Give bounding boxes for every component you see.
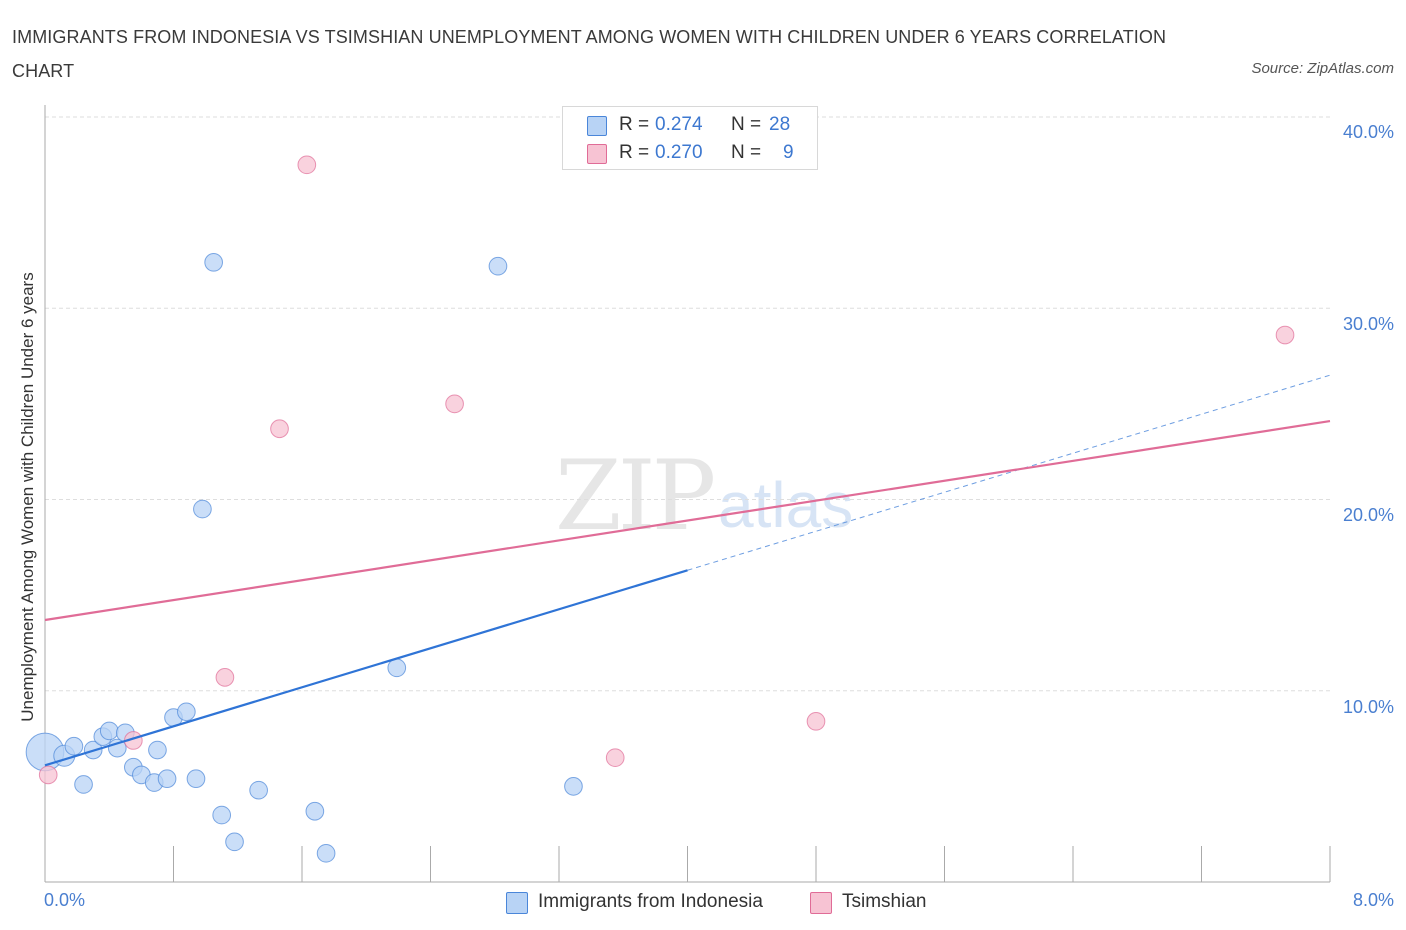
data-point-indonesia xyxy=(564,777,583,796)
watermark-zip: ZIP xyxy=(555,440,716,552)
data-point-indonesia xyxy=(204,253,223,272)
data-point-indonesia xyxy=(212,805,232,825)
data-point-indonesia xyxy=(148,740,167,760)
stats-swatch-tsimshian xyxy=(587,144,607,164)
data-point-tsimshian xyxy=(806,712,826,731)
y-axis-label: Unemployment Among Women with Children U… xyxy=(18,272,37,722)
legend-swatch-indonesia xyxy=(506,892,528,914)
stats-swatch-indonesia xyxy=(587,116,607,136)
y-tick-label-10: 10.0% xyxy=(1342,697,1394,717)
stats-r-value: 0.274 xyxy=(655,114,703,135)
data-point-indonesia xyxy=(305,801,325,821)
chart-title: IMMIGRANTS FROM INDONESIA VS TSIMSHIAN U… xyxy=(12,27,1167,81)
x-tick-label-max: 8.0% xyxy=(1352,890,1394,910)
data-point-indonesia xyxy=(177,702,196,722)
data-point-indonesia xyxy=(249,780,268,800)
data-point-tsimshian xyxy=(297,155,317,175)
data-point-indonesia xyxy=(387,658,407,678)
data-point-tsimshian xyxy=(445,394,464,414)
data-point-tsimshian xyxy=(605,748,625,768)
stats-r-value: 0.270 xyxy=(655,142,703,163)
data-point-indonesia xyxy=(316,843,336,863)
data-point-tsimshian xyxy=(270,419,289,439)
chart-source: Source: ZipAtlas.com xyxy=(1251,60,1394,77)
y-tick-label-30: 30.0% xyxy=(1342,314,1394,334)
x-tick-label-min: 0.0% xyxy=(44,890,86,910)
data-point-tsimshian xyxy=(38,765,58,785)
y-tick-label-20: 20.0% xyxy=(1342,505,1394,525)
chart-legend: Immigrants from Indonesia Tsimshian xyxy=(0,889,1406,915)
trend-line-indonesia xyxy=(44,569,688,767)
trend-line-indonesia-extension xyxy=(687,374,1331,571)
data-point-indonesia xyxy=(157,769,177,789)
data-point-indonesia xyxy=(64,736,84,756)
data-point-indonesia xyxy=(74,775,93,794)
data-point-indonesia xyxy=(225,832,244,852)
stats-n-value: 9 xyxy=(783,142,794,163)
data-point-tsimshian xyxy=(215,668,235,687)
legend-label-indonesia: Immigrants from Indonesia xyxy=(538,891,763,912)
stats-r-label: R = xyxy=(619,114,650,135)
data-point-tsimshian xyxy=(1275,325,1295,345)
data-point-indonesia xyxy=(193,499,212,519)
stats-n-value: 28 xyxy=(769,114,791,135)
y-tick-label-40: 40.0% xyxy=(1342,122,1394,142)
stats-n-label: N = xyxy=(731,114,762,135)
legend-swatch-tsimshian xyxy=(810,892,832,914)
legend-label-tsimshian: Tsimshian xyxy=(842,891,927,912)
data-point-indonesia xyxy=(99,721,119,741)
stats-box: R = 0.274 N = 28 R = 0.270 N = 9 xyxy=(562,106,818,170)
data-point-indonesia xyxy=(186,769,206,789)
stats-n-label: N = xyxy=(731,142,762,163)
data-point-indonesia xyxy=(488,256,508,276)
stats-r-label: R = xyxy=(619,142,650,163)
trend-line-tsimshian xyxy=(44,420,1331,622)
